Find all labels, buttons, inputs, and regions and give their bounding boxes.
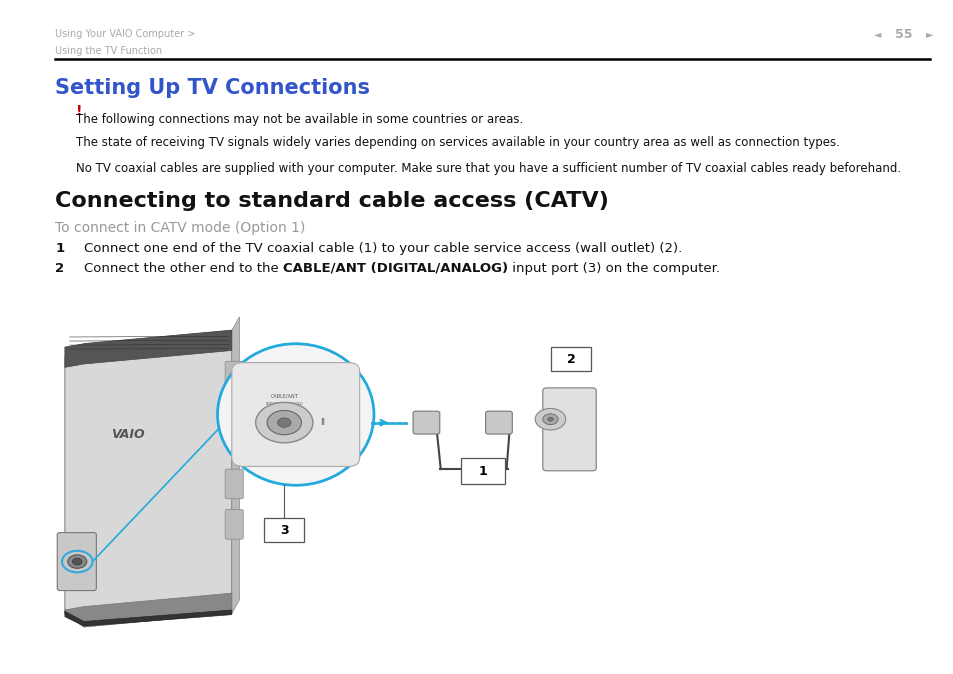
FancyBboxPatch shape xyxy=(460,458,504,484)
Text: Using the TV Function: Using the TV Function xyxy=(55,46,162,56)
Text: Connecting to standard cable access (CATV): Connecting to standard cable access (CAT… xyxy=(55,191,609,211)
Circle shape xyxy=(535,408,565,430)
Circle shape xyxy=(277,418,291,427)
Text: 3: 3 xyxy=(279,524,289,537)
Ellipse shape xyxy=(217,344,374,485)
Circle shape xyxy=(547,417,553,421)
Text: 2: 2 xyxy=(566,353,576,366)
FancyBboxPatch shape xyxy=(264,518,304,542)
Text: input port (3) on the computer.: input port (3) on the computer. xyxy=(508,262,720,274)
Text: Connect the other end to the: Connect the other end to the xyxy=(84,262,283,274)
FancyBboxPatch shape xyxy=(225,510,243,539)
Text: CABLE/ANT: CABLE/ANT xyxy=(270,393,298,398)
Circle shape xyxy=(72,558,82,565)
Text: (DIGITAL/ANALOG): (DIGITAL/ANALOG) xyxy=(265,402,303,406)
Text: Setting Up TV Connections: Setting Up TV Connections xyxy=(55,78,370,98)
FancyBboxPatch shape xyxy=(413,411,439,434)
FancyBboxPatch shape xyxy=(225,361,243,391)
Circle shape xyxy=(267,410,301,435)
Text: 2: 2 xyxy=(55,262,65,274)
FancyBboxPatch shape xyxy=(225,415,243,445)
Text: 55: 55 xyxy=(894,28,911,40)
Text: ◄: ◄ xyxy=(873,29,881,39)
Circle shape xyxy=(68,555,87,568)
FancyBboxPatch shape xyxy=(232,363,359,466)
FancyBboxPatch shape xyxy=(485,411,512,434)
FancyBboxPatch shape xyxy=(551,346,591,371)
FancyBboxPatch shape xyxy=(542,388,596,470)
Text: No TV coaxial cables are supplied with your computer. Make sure that you have a : No TV coaxial cables are supplied with y… xyxy=(76,162,901,175)
Text: II: II xyxy=(319,418,325,427)
FancyBboxPatch shape xyxy=(57,532,96,590)
Text: Using Your VAIO Computer >: Using Your VAIO Computer > xyxy=(55,29,195,39)
Text: VAIO: VAIO xyxy=(112,427,145,441)
Text: ►: ► xyxy=(925,29,933,39)
Circle shape xyxy=(542,414,558,425)
Text: Connect one end of the TV coaxial cable (1) to your cable service access (wall o: Connect one end of the TV coaxial cable … xyxy=(84,242,681,255)
Polygon shape xyxy=(65,330,232,627)
Text: 1: 1 xyxy=(477,464,487,478)
Text: To connect in CATV mode (Option 1): To connect in CATV mode (Option 1) xyxy=(55,221,305,235)
FancyBboxPatch shape xyxy=(225,469,243,499)
Polygon shape xyxy=(65,610,232,626)
Text: 1: 1 xyxy=(55,242,65,255)
Text: !: ! xyxy=(76,104,83,119)
Text: The state of receiving TV signals widely varies depending on services available : The state of receiving TV signals widely… xyxy=(76,136,840,149)
Polygon shape xyxy=(65,330,232,367)
Polygon shape xyxy=(232,317,239,613)
Text: The following connections may not be available in some countries or areas.: The following connections may not be ava… xyxy=(76,113,523,125)
Circle shape xyxy=(255,402,313,443)
Polygon shape xyxy=(65,593,232,627)
Text: CABLE/ANT (DIGITAL/ANALOG): CABLE/ANT (DIGITAL/ANALOG) xyxy=(283,262,508,274)
